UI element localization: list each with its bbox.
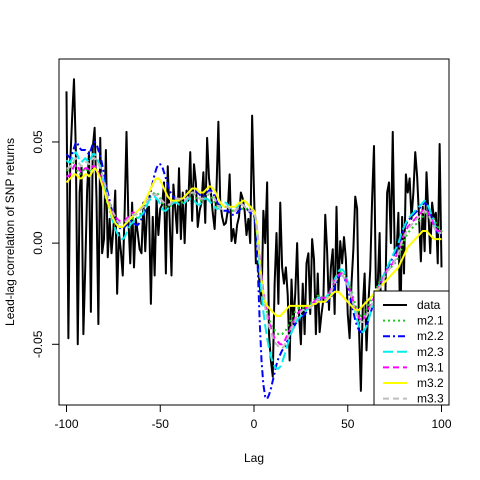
legend: data m2.1m2.2 m2.3m3.1 m3.2 m3.3 — [373, 290, 450, 406]
x-tick-label: -50 — [152, 417, 170, 431]
y-tick-label: -0.05 — [31, 330, 45, 358]
y-tick-label: 0.05 — [31, 130, 45, 154]
series-line-data — [65, 78, 443, 392]
series-line-m3-3 — [66, 157, 442, 350]
legend-box — [373, 290, 450, 406]
series-line-m2-3 — [65, 151, 442, 370]
legend-label: m3.2 — [417, 376, 444, 390]
legend-label: m2.2 — [417, 329, 444, 343]
y-tick-label: 0.00 — [31, 231, 45, 255]
legend-label: m2.3 — [417, 345, 444, 359]
y-axis-label: Lead-lag correlation of SNP returns — [3, 138, 17, 326]
x-tick-label: 100 — [431, 417, 451, 431]
y-axis: -0.05 0.00 0.05 — [31, 130, 60, 358]
x-tick-label: 0 — [251, 417, 258, 431]
legend-label: m3.1 — [417, 360, 444, 374]
x-tick-label: 50 — [341, 417, 355, 431]
series-layer — [65, 78, 446, 400]
legend-label: data — [417, 298, 441, 312]
x-axis-label: Lag — [244, 451, 264, 465]
x-axis: -100 -50 0 50 100 — [54, 404, 452, 431]
legend-label: m3.3 — [417, 392, 444, 406]
x-tick-label: -100 — [54, 417, 78, 431]
legend-label: m2.1 — [417, 314, 444, 328]
